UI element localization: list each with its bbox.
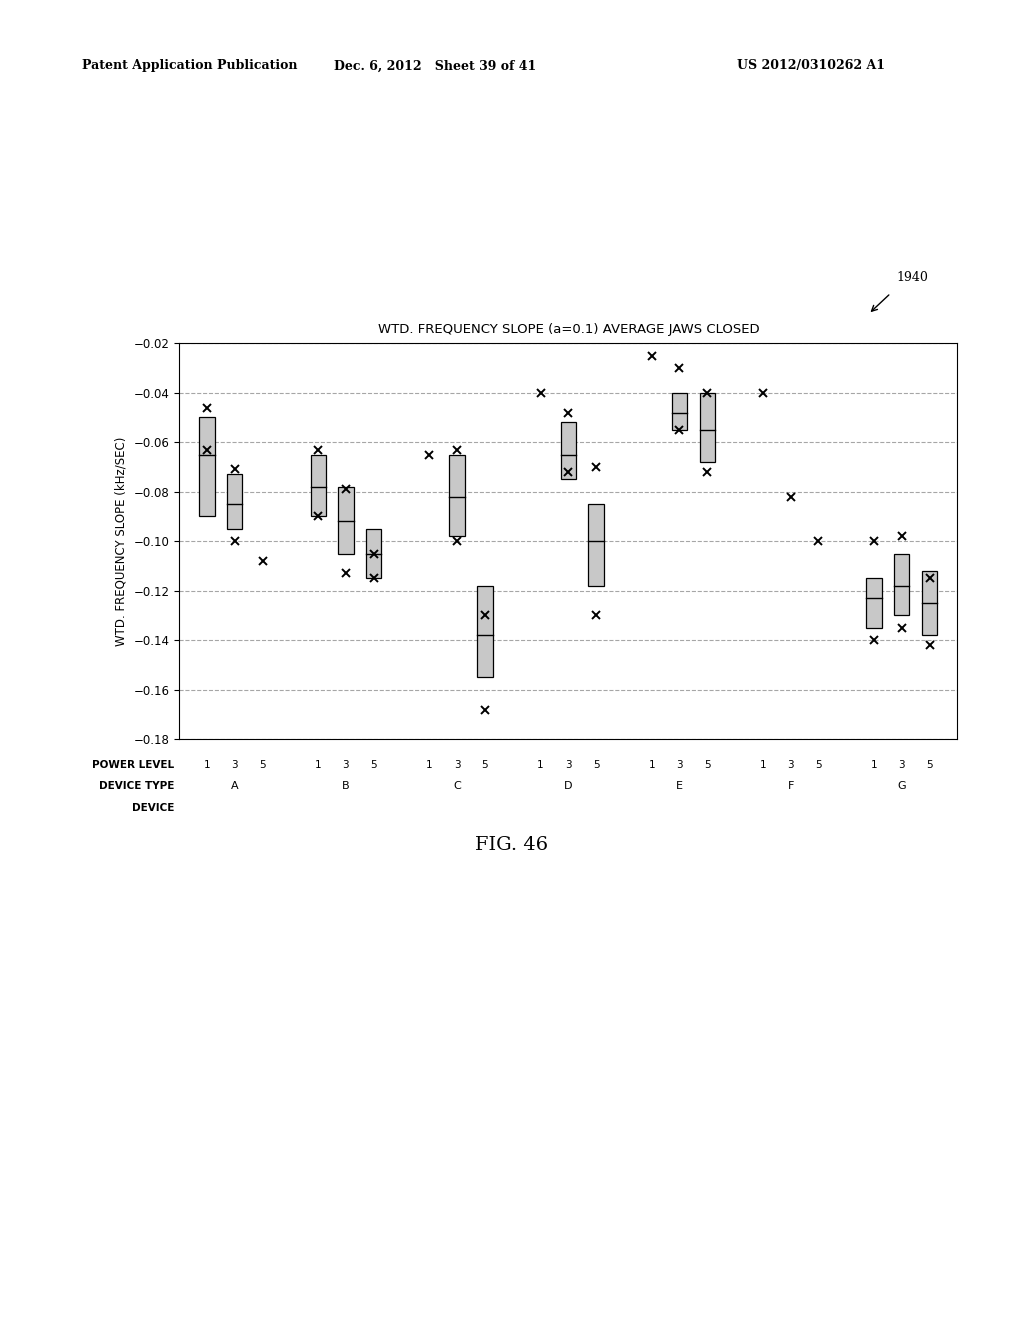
Text: Dec. 6, 2012   Sheet 39 of 41: Dec. 6, 2012 Sheet 39 of 41 — [334, 59, 537, 73]
Text: 1: 1 — [538, 760, 544, 771]
Text: C: C — [454, 781, 461, 792]
Text: DEVICE: DEVICE — [132, 803, 174, 813]
Text: 1: 1 — [204, 760, 210, 771]
Bar — [477, 586, 493, 677]
Text: POWER LEVEL: POWER LEVEL — [92, 760, 174, 771]
Title: WTD. FREQUENCY SLOPE (a=0.1) AVERAGE JAWS CLOSED: WTD. FREQUENCY SLOPE (a=0.1) AVERAGE JAW… — [378, 323, 759, 337]
Text: 1: 1 — [314, 760, 322, 771]
Bar — [672, 393, 687, 430]
Text: 3: 3 — [676, 760, 683, 771]
Bar — [310, 454, 326, 516]
Bar — [894, 553, 909, 615]
Text: DEVICE TYPE: DEVICE TYPE — [98, 781, 174, 792]
Bar — [589, 504, 604, 586]
Bar — [477, 586, 493, 677]
Bar — [866, 578, 882, 628]
Bar — [310, 454, 326, 516]
Bar — [338, 487, 353, 553]
Bar — [699, 393, 715, 462]
Text: 3: 3 — [231, 760, 239, 771]
Text: 5: 5 — [703, 760, 711, 771]
Bar — [561, 422, 575, 479]
Text: 1: 1 — [426, 760, 433, 771]
Bar — [922, 570, 937, 635]
Text: F: F — [787, 781, 794, 792]
Text: 3: 3 — [565, 760, 571, 771]
Bar — [367, 529, 381, 578]
Text: 5: 5 — [593, 760, 599, 771]
Text: US 2012/0310262 A1: US 2012/0310262 A1 — [737, 59, 886, 73]
Bar — [338, 487, 353, 553]
Bar — [561, 422, 575, 479]
Bar — [367, 529, 381, 578]
Bar — [699, 393, 715, 462]
Bar — [227, 474, 243, 529]
Text: 5: 5 — [815, 760, 822, 771]
Text: E: E — [676, 781, 683, 792]
Bar — [589, 504, 604, 586]
Text: 5: 5 — [481, 760, 488, 771]
Text: B: B — [342, 781, 350, 792]
Text: 5: 5 — [371, 760, 377, 771]
Text: Patent Application Publication: Patent Application Publication — [82, 59, 297, 73]
Text: 5: 5 — [927, 760, 933, 771]
Text: G: G — [898, 781, 906, 792]
Text: 3: 3 — [343, 760, 349, 771]
Bar — [200, 417, 215, 516]
Text: 1: 1 — [648, 760, 655, 771]
Bar — [866, 578, 882, 628]
Bar — [450, 454, 465, 536]
Text: 5: 5 — [259, 760, 266, 771]
Bar — [894, 553, 909, 615]
Text: D: D — [564, 781, 572, 792]
Bar — [227, 474, 243, 529]
Text: 3: 3 — [454, 760, 461, 771]
Bar — [200, 417, 215, 516]
Bar — [450, 454, 465, 536]
Bar — [672, 393, 687, 430]
Text: A: A — [231, 781, 239, 792]
Y-axis label: WTD. FREQUENCY SLOPE (kHz/SEC): WTD. FREQUENCY SLOPE (kHz/SEC) — [115, 437, 128, 645]
Text: 1940: 1940 — [896, 271, 928, 284]
Text: 1: 1 — [870, 760, 878, 771]
Text: 3: 3 — [787, 760, 794, 771]
Text: 1: 1 — [760, 760, 766, 771]
Bar — [922, 570, 937, 635]
Text: FIG. 46: FIG. 46 — [475, 836, 549, 854]
Text: 3: 3 — [898, 760, 905, 771]
